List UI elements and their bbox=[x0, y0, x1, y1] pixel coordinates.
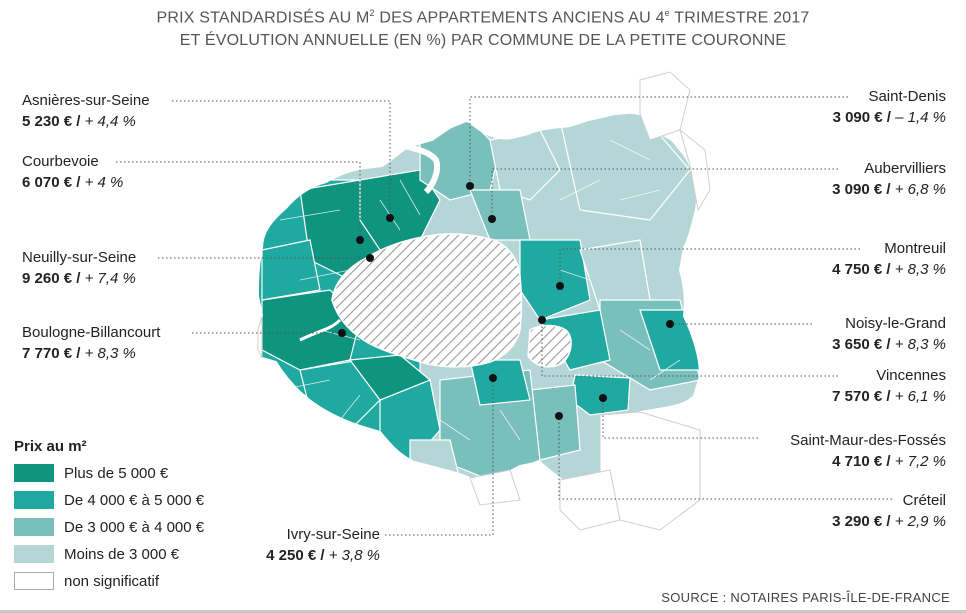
callout-creteil: Créteil 3 290 € / + 2,9 % bbox=[832, 490, 946, 532]
marker-montreuil bbox=[556, 282, 564, 290]
separator: / bbox=[882, 336, 895, 353]
legend-swatch bbox=[14, 464, 54, 482]
marker-courbevoie bbox=[356, 236, 364, 244]
commune-price: 7 770 € bbox=[22, 345, 73, 362]
legend-label: non significatif bbox=[64, 572, 160, 590]
leader-lines bbox=[116, 96, 892, 536]
legend-label: Plus de 5 000 € bbox=[64, 464, 169, 482]
commune-price: 6 070 € bbox=[22, 174, 73, 191]
commune-price: 4 710 € bbox=[832, 453, 883, 470]
paris-area bbox=[331, 233, 523, 368]
commune-price: 5 230 € bbox=[22, 113, 73, 130]
commune-markers bbox=[338, 182, 674, 420]
commune-name: Asnières-sur-Seine bbox=[22, 92, 150, 109]
separator: / bbox=[882, 388, 895, 405]
callout-boulogne: Boulogne-Billancourt 7 770 € / + 8,3 % bbox=[22, 322, 160, 364]
legend-title: Prix au m² bbox=[14, 438, 87, 455]
non-significant-communes bbox=[257, 71, 711, 531]
source-credit: SOURCE : NOTAIRES PARIS-ÎLE-DE-FRANCE bbox=[661, 590, 950, 605]
bottom-divider bbox=[0, 610, 966, 613]
commune-name: Montreuil bbox=[884, 240, 946, 257]
callout-vincennes: Vincennes 7 570 € / + 6,1 % bbox=[832, 365, 946, 407]
commune-price: 3 090 € bbox=[832, 109, 883, 126]
marker-noisy bbox=[666, 320, 674, 328]
commune-change: + 7,4 % bbox=[84, 270, 136, 287]
commune-name: Vincennes bbox=[876, 367, 946, 384]
legend-item-4000-5000: De 4 000 € à 5 000 € bbox=[14, 488, 204, 512]
commune-name: Noisy-le-Grand bbox=[845, 315, 946, 332]
commune-change: + 3,8 % bbox=[328, 547, 380, 564]
marker-aubervilliers bbox=[488, 215, 496, 223]
commune-change: + 8,3 % bbox=[894, 336, 946, 353]
callout-montreuil: Montreuil 4 750 € / + 8,3 % bbox=[832, 238, 946, 280]
callout-noisy: Noisy-le-Grand 3 650 € / + 8,3 % bbox=[832, 313, 946, 355]
separator: / bbox=[72, 174, 85, 191]
legend-label: Moins de 3 000 € bbox=[64, 545, 180, 563]
legend-item-non-significatif: non significatif bbox=[14, 569, 204, 593]
map-title-line2: ET ÉVOLUTION ANNUELLE (EN %) PAR COMMUNE… bbox=[179, 32, 787, 49]
commune-price: 3 650 € bbox=[832, 336, 883, 353]
commune-price: 9 260 € bbox=[22, 270, 73, 287]
marker-asnieres bbox=[386, 214, 394, 222]
callout-ivry: Ivry-sur-Seine 4 250 € / + 3,8 % bbox=[230, 524, 380, 566]
commune-change: + 2,9 % bbox=[894, 513, 946, 530]
callout-saint-maur: Saint-Maur-des-Fossés 4 710 € / + 7,2 % bbox=[790, 430, 946, 472]
commune-name: Courbevoie bbox=[22, 153, 99, 170]
commune-change: + 6,8 % bbox=[894, 181, 946, 198]
commune-name: Saint-Maur-des-Fossés bbox=[790, 432, 946, 449]
commune-name: Boulogne-Billancourt bbox=[22, 324, 161, 341]
marker-saint-denis bbox=[466, 182, 474, 190]
marker-neuilly bbox=[366, 254, 374, 262]
commune-name: Saint-Denis bbox=[868, 88, 946, 105]
separator: / bbox=[882, 453, 895, 470]
marker-saint-maur bbox=[599, 394, 607, 402]
commune-change: + 4,4 % bbox=[84, 113, 136, 130]
commune-name: Neuilly-sur-Seine bbox=[22, 249, 137, 266]
separator: / bbox=[882, 261, 895, 278]
marker-ivry bbox=[489, 374, 497, 382]
legend-item-moins-3000: Moins de 3 000 € bbox=[14, 542, 204, 566]
legend-label: De 3 000 € à 4 000 € bbox=[64, 518, 205, 536]
separator: / bbox=[72, 345, 85, 362]
marker-creteil bbox=[555, 412, 563, 420]
callout-asnieres: Asnières-sur-Seine 5 230 € / + 4,4 % bbox=[22, 90, 150, 132]
legend-swatch bbox=[14, 518, 54, 536]
callout-saint-denis: Saint-Denis 3 090 € / – 1,4 % bbox=[833, 86, 946, 128]
legend-label: De 4 000 € à 5 000 € bbox=[64, 491, 205, 509]
separator: / bbox=[882, 181, 895, 198]
commune-change: + 7,2 % bbox=[894, 453, 946, 470]
commune-change: + 8,3 % bbox=[894, 261, 946, 278]
legend-item-3000-4000: De 3 000 € à 4 000 € bbox=[14, 515, 204, 539]
map-title-line1: PRIX STANDARDISÉS AU M2 DES APPARTEMENTS… bbox=[156, 8, 810, 27]
legend-swatch bbox=[14, 545, 54, 563]
commune-price: 4 250 € bbox=[266, 547, 317, 564]
commune-name: Ivry-sur-Seine bbox=[286, 526, 380, 543]
commune-price: 3 290 € bbox=[832, 513, 883, 530]
separator: / bbox=[882, 109, 896, 126]
commune-price: 7 570 € bbox=[832, 388, 883, 405]
legend-swatch bbox=[14, 572, 54, 590]
commune-change: + 4 % bbox=[84, 174, 124, 191]
separator: / bbox=[72, 113, 85, 130]
commune-name: Aubervilliers bbox=[864, 160, 946, 177]
commune-name: Créteil bbox=[902, 492, 946, 509]
marker-boulogne bbox=[338, 329, 346, 337]
callout-aubervilliers: Aubervilliers 3 090 € / + 6,8 % bbox=[832, 158, 946, 200]
commune-change: + 8,3 % bbox=[84, 345, 136, 362]
separator: / bbox=[316, 547, 329, 564]
legend-swatch bbox=[14, 491, 54, 509]
callout-courbevoie: Courbevoie 6 070 € / + 4 % bbox=[22, 151, 123, 193]
commune-change: + 6,1 % bbox=[894, 388, 946, 405]
callout-neuilly: Neuilly-sur-Seine 9 260 € / + 7,4 % bbox=[22, 247, 136, 289]
separator: / bbox=[72, 270, 85, 287]
bois-de-vincennes bbox=[527, 324, 572, 368]
commune-price: 4 750 € bbox=[832, 261, 883, 278]
commune-change: – 1,4 % bbox=[895, 109, 946, 126]
legend-item-plus-5000: Plus de 5 000 € bbox=[14, 461, 204, 485]
commune-price: 3 090 € bbox=[832, 181, 883, 198]
marker-vincennes bbox=[538, 316, 546, 324]
map-legend: Prix au m² Plus de 5 000 € De 4 000 € à … bbox=[14, 438, 204, 596]
separator: / bbox=[882, 513, 895, 530]
